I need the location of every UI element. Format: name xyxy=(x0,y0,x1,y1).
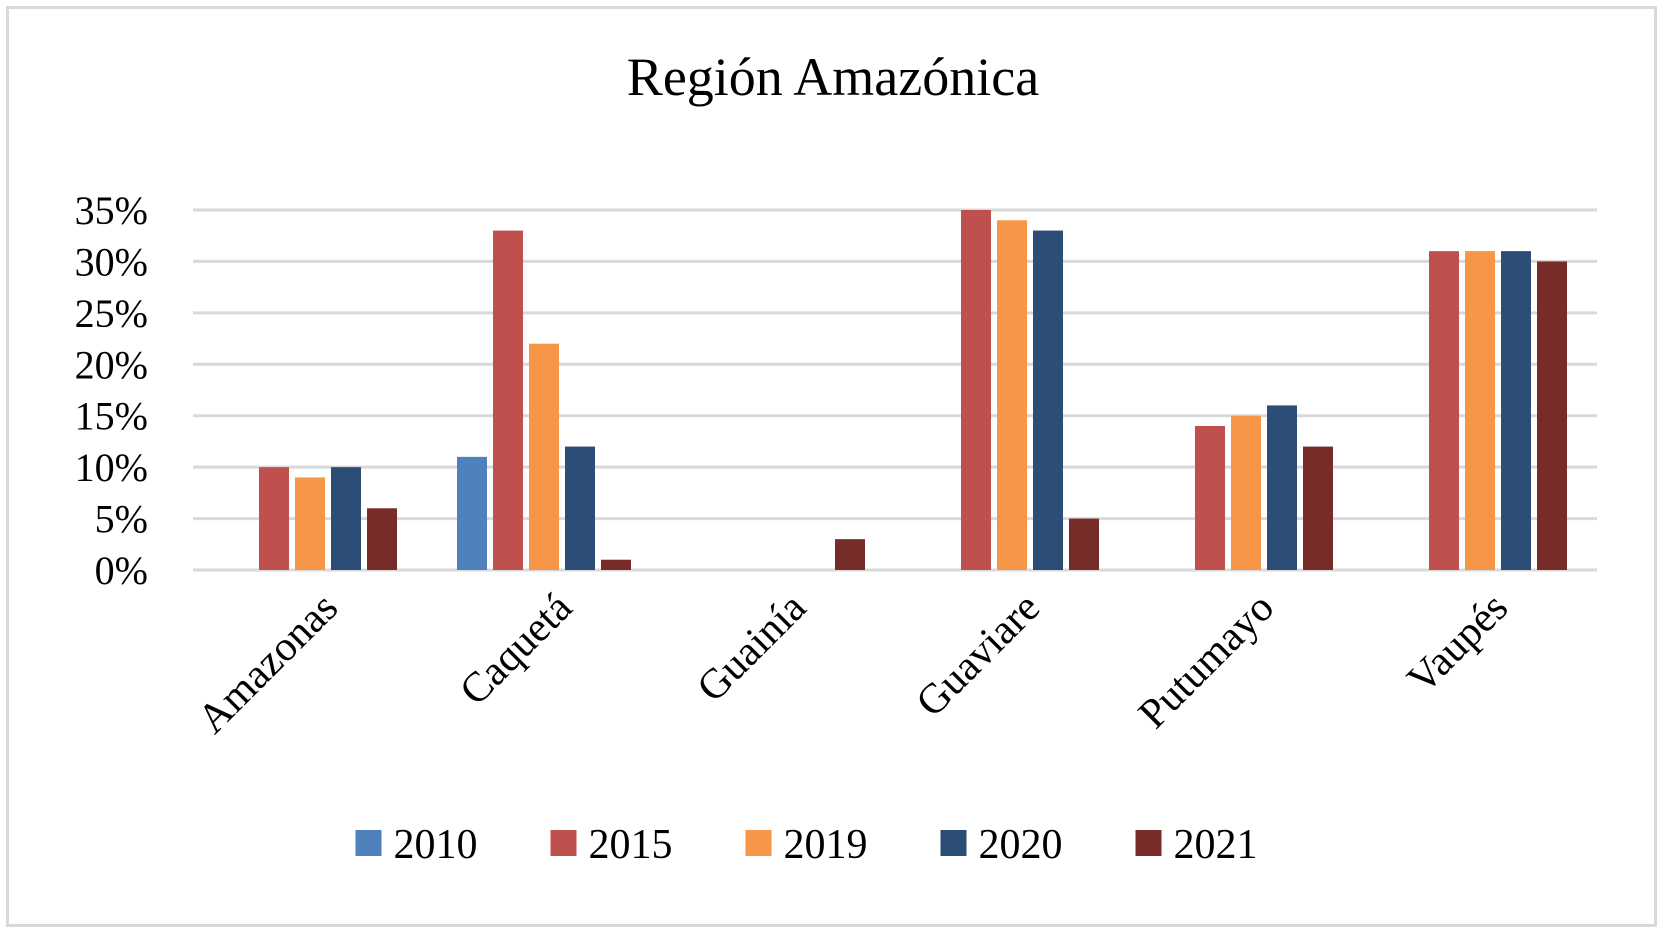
bar-2020-amazonas xyxy=(331,467,361,570)
legend-swatch-2019 xyxy=(745,830,772,856)
legend-label-2019: 2019 xyxy=(784,822,868,868)
bar-2021-guainía xyxy=(835,539,865,570)
bar-2015-putumayo xyxy=(1195,426,1225,570)
gridlines xyxy=(193,208,1597,572)
bar-2020-vaupés xyxy=(1501,251,1531,570)
bar-2015-guaviare xyxy=(961,210,991,570)
chart-title: Región Amazónica xyxy=(627,47,1039,107)
x-category-label: Putumayo xyxy=(1130,585,1283,738)
bar-2021-guaviare xyxy=(1069,518,1099,570)
bar-2019-vaupés xyxy=(1465,251,1495,570)
x-category-label: Vaupés xyxy=(1399,585,1517,703)
bars xyxy=(259,210,1567,571)
y-axis-ticks: 0% 5% 10% 15% 20% 25% 30% 35% xyxy=(75,188,148,593)
x-category-label: Guaviare xyxy=(908,585,1049,726)
bar-2020-caquetá xyxy=(565,446,595,570)
y-tick-label: 10% xyxy=(75,445,148,490)
bar-2019-caquetá xyxy=(529,343,559,570)
bar-2020-putumayo xyxy=(1267,405,1297,570)
x-category-label: Caquetá xyxy=(451,584,581,714)
legend-label-2010: 2010 xyxy=(394,822,478,868)
x-category-label: Amazonas xyxy=(189,585,347,743)
bar-2019-putumayo xyxy=(1231,415,1261,570)
bar-2019-guaviare xyxy=(997,220,1027,571)
bar-2021-vaupés xyxy=(1537,261,1567,570)
y-tick-label: 30% xyxy=(75,239,148,284)
legend-swatch-2020 xyxy=(940,830,967,856)
bar-2015-caquetá xyxy=(493,230,523,571)
y-tick-label: 5% xyxy=(95,497,148,542)
legend-swatch-2015 xyxy=(550,830,577,856)
legend-label-2015: 2015 xyxy=(589,822,673,868)
bar-2015-amazonas xyxy=(259,467,289,570)
x-category-label: Guainía xyxy=(689,584,816,711)
bar-2021-caquetá xyxy=(601,559,631,570)
bar-2010-caquetá xyxy=(457,456,487,570)
y-tick-label: 0% xyxy=(95,548,148,593)
y-tick-label: 35% xyxy=(75,188,148,233)
bar-2015-vaupés xyxy=(1429,251,1459,570)
y-tick-label: 25% xyxy=(75,291,148,336)
legend: 2010 2015 2019 2020 2021 xyxy=(355,822,1258,868)
bar-2019-amazonas xyxy=(295,477,325,570)
legend-swatch-2010 xyxy=(355,830,382,856)
legend-swatch-2021 xyxy=(1135,830,1162,856)
y-tick-label: 20% xyxy=(75,342,148,387)
bar-2021-putumayo xyxy=(1303,446,1333,570)
y-tick-label: 15% xyxy=(75,394,148,439)
legend-label-2020: 2020 xyxy=(979,822,1063,868)
bar-2021-amazonas xyxy=(367,508,397,570)
legend-label-2021: 2021 xyxy=(1174,822,1258,868)
bar-2020-guaviare xyxy=(1033,230,1063,571)
x-axis-categories: Amazonas Caquetá Guainía Guaviare Putumayo Va… xyxy=(189,584,1517,742)
